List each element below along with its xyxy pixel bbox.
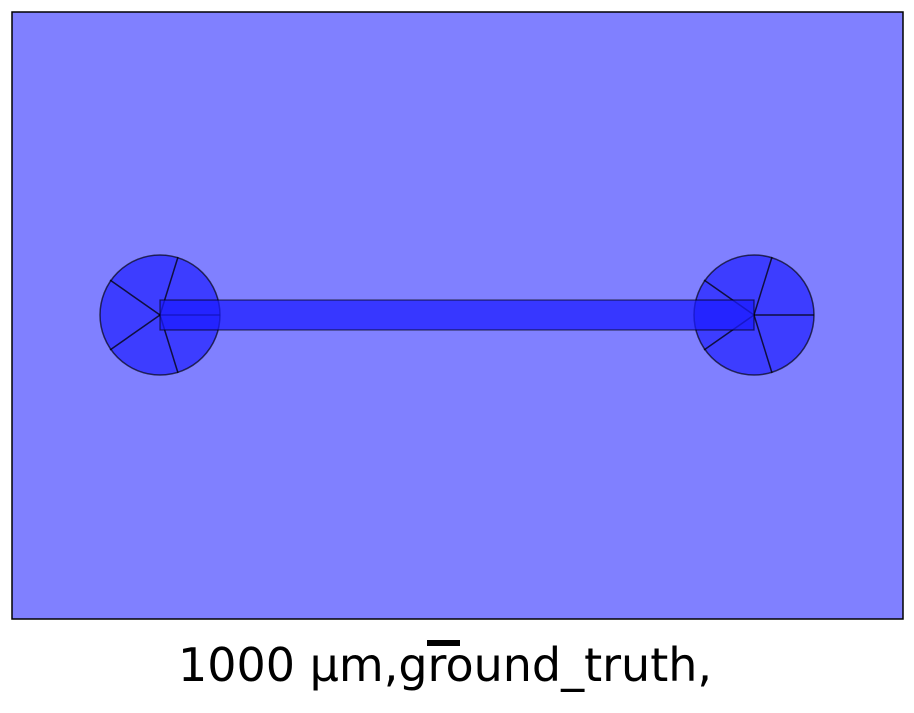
left-port-segment-line: [109, 279, 161, 316]
figure-caption: 1000 µm,ground_truth,: [177, 638, 713, 692]
channel-rectangle: [159, 299, 755, 331]
right-port-segment-line: [753, 314, 773, 374]
right-port-segment-line: [753, 256, 773, 316]
scale-bar: [427, 640, 460, 646]
left-port-segment-line: [109, 314, 161, 351]
